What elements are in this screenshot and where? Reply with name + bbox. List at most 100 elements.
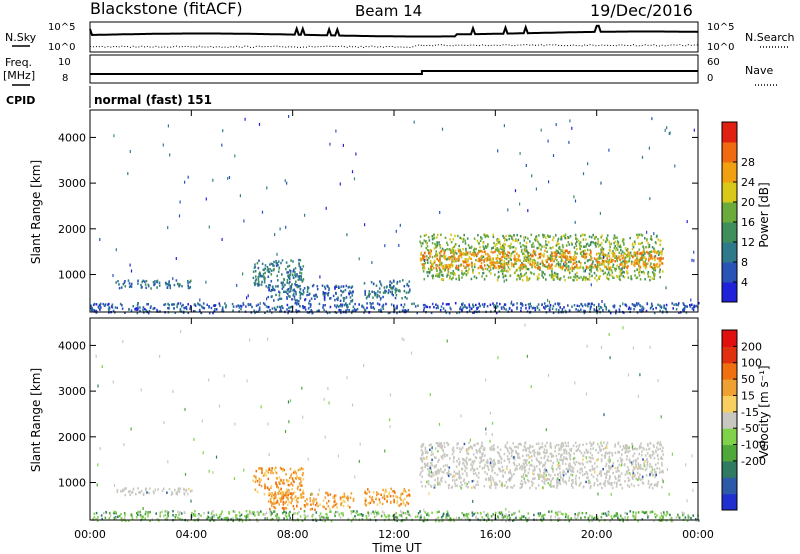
echo-cell	[290, 259, 292, 262]
echo-cell	[561, 259, 564, 262]
echo-cell	[289, 306, 292, 309]
echo-cell	[296, 501, 299, 504]
echo-cell	[542, 514, 544, 517]
echo-cell	[510, 252, 513, 255]
echo-cell	[424, 465, 426, 468]
echo-cell	[636, 467, 639, 471]
echo-cell	[570, 484, 573, 487]
echo-cell	[409, 288, 411, 291]
echo-cell	[511, 263, 513, 266]
echo-cell	[660, 470, 662, 473]
echo-cell	[484, 257, 486, 261]
echo-cell	[556, 243, 559, 246]
echo-cell	[336, 506, 338, 509]
echo-cell	[571, 269, 574, 272]
echo-cell	[428, 469, 430, 473]
echo-cell	[383, 514, 386, 517]
echo-cell	[564, 256, 566, 259]
echo-cell	[501, 246, 503, 249]
echo-cell	[650, 510, 653, 514]
echo-cell	[683, 512, 685, 515]
echo-cell	[574, 261, 577, 265]
echo-cell	[304, 513, 306, 517]
cpid-value: normal (fast) 151	[94, 93, 212, 107]
echo-cell	[389, 280, 391, 283]
echo-cell	[623, 243, 625, 246]
echo-cell	[281, 259, 284, 262]
echo-cell	[452, 460, 455, 463]
noise-tick-low-right: 10^0	[707, 42, 734, 53]
echo-cell	[239, 304, 242, 308]
echo-cell	[396, 500, 399, 503]
echo-cell	[447, 474, 450, 478]
echo-cell	[576, 275, 579, 278]
echo-cell	[641, 241, 643, 245]
echo-cell	[508, 260, 511, 263]
echo-cell	[432, 474, 435, 477]
echo-cell	[478, 242, 481, 245]
echo-cell	[289, 516, 291, 520]
echo-cell	[155, 512, 157, 515]
echo-cell	[557, 237, 560, 241]
echo-cell	[325, 507, 327, 511]
noise-echo	[205, 280, 207, 284]
echo-cell	[602, 238, 605, 242]
echo-cell	[440, 516, 443, 519]
echo-cell	[583, 254, 585, 257]
echo-cell	[494, 511, 497, 515]
echo-cell	[272, 269, 275, 272]
echo-cell	[435, 518, 437, 521]
echo-cell	[612, 471, 614, 475]
echo-cell	[140, 490, 143, 493]
echo-cell	[602, 448, 605, 451]
echo-cell	[647, 271, 650, 274]
echo-cell	[597, 442, 599, 446]
echo-cell	[574, 242, 577, 245]
echo-cell	[566, 265, 568, 268]
echo-cell	[523, 477, 525, 480]
echo-cell	[416, 515, 419, 518]
echo-cell	[284, 290, 287, 293]
echo-cell	[620, 261, 622, 264]
echo-cell	[294, 273, 296, 276]
echo-cell	[552, 477, 554, 480]
echo-cell	[332, 294, 335, 298]
echo-cell	[374, 510, 377, 513]
echo-cell	[475, 253, 478, 257]
echo-cell	[625, 447, 627, 450]
echo-cell	[616, 256, 619, 260]
echo-cell	[423, 309, 425, 312]
echo-cell	[407, 308, 410, 312]
echo-cell	[601, 249, 603, 252]
echo-cell	[286, 496, 289, 500]
echo-cell	[592, 266, 595, 269]
echo-cell	[381, 502, 384, 506]
echo-cell	[265, 517, 268, 521]
echo-cell	[626, 253, 628, 257]
echo-cell	[460, 476, 462, 480]
echo-cell	[403, 487, 406, 491]
echo-cell	[340, 503, 342, 507]
echo-cell	[329, 507, 331, 511]
echo-cell	[203, 512, 205, 515]
echo-cell	[279, 499, 282, 502]
echo-cell	[615, 309, 617, 312]
echo-cell	[508, 237, 511, 241]
echo-cell	[547, 459, 550, 462]
echo-cell	[502, 234, 504, 238]
echo-cell	[599, 244, 601, 247]
echo-cell	[276, 516, 279, 519]
noise-echo	[371, 261, 373, 264]
echo-cell	[468, 303, 470, 306]
echo-cell	[504, 445, 507, 449]
echo-cell	[537, 264, 539, 267]
echo-cell	[419, 259, 422, 262]
echo-cell	[525, 248, 527, 251]
echo-cell	[533, 473, 535, 476]
noise-echo	[539, 243, 541, 247]
echo-cell	[567, 260, 570, 264]
echo-cell	[232, 309, 234, 312]
echo-cell	[557, 443, 560, 447]
echo-cell	[300, 507, 302, 510]
echo-cell	[278, 503, 280, 506]
